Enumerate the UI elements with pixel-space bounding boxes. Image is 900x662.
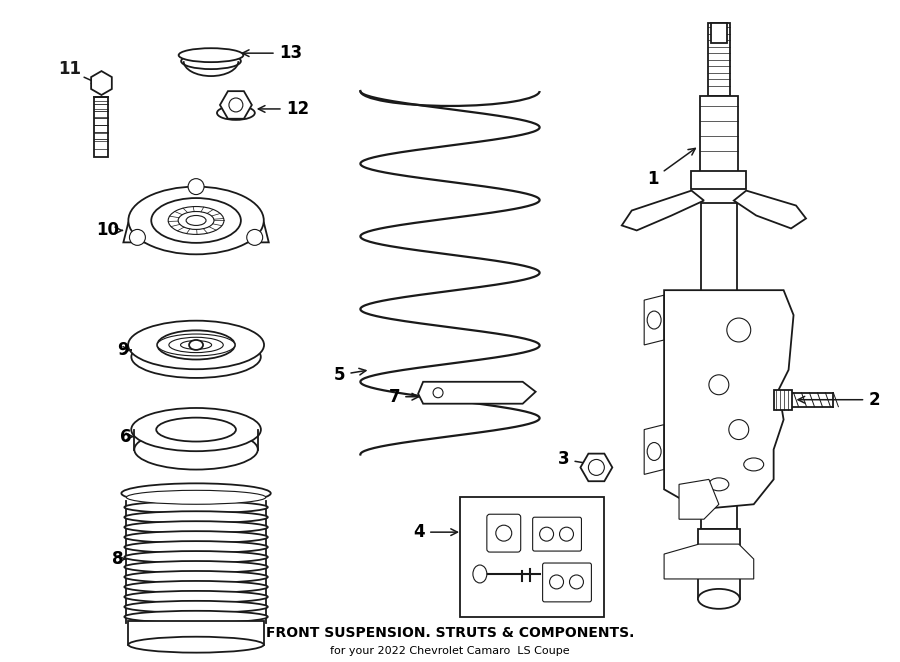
- Ellipse shape: [217, 106, 255, 120]
- Ellipse shape: [131, 408, 261, 451]
- Ellipse shape: [129, 187, 264, 254]
- Ellipse shape: [131, 336, 261, 378]
- Polygon shape: [664, 544, 753, 579]
- Ellipse shape: [124, 571, 268, 583]
- Circle shape: [570, 575, 583, 589]
- Ellipse shape: [129, 637, 264, 653]
- Circle shape: [589, 459, 604, 475]
- Circle shape: [540, 527, 554, 541]
- Ellipse shape: [709, 478, 729, 491]
- Ellipse shape: [472, 565, 487, 583]
- FancyBboxPatch shape: [487, 514, 521, 552]
- FancyBboxPatch shape: [701, 203, 737, 529]
- Ellipse shape: [126, 491, 266, 504]
- Ellipse shape: [186, 216, 206, 226]
- Ellipse shape: [158, 334, 235, 356]
- Ellipse shape: [124, 551, 268, 563]
- Circle shape: [560, 527, 573, 541]
- Ellipse shape: [743, 458, 764, 471]
- Circle shape: [433, 388, 443, 398]
- Polygon shape: [679, 479, 719, 519]
- Ellipse shape: [181, 53, 241, 69]
- Ellipse shape: [157, 418, 236, 442]
- Ellipse shape: [647, 442, 662, 461]
- Ellipse shape: [698, 589, 740, 609]
- Text: 6: 6: [120, 428, 134, 446]
- FancyBboxPatch shape: [708, 23, 730, 96]
- Ellipse shape: [124, 581, 268, 593]
- FancyBboxPatch shape: [533, 517, 581, 551]
- Ellipse shape: [124, 591, 268, 603]
- Polygon shape: [418, 382, 536, 404]
- FancyBboxPatch shape: [774, 390, 792, 410]
- Ellipse shape: [122, 483, 271, 503]
- Circle shape: [727, 318, 751, 342]
- Ellipse shape: [178, 211, 214, 230]
- Ellipse shape: [169, 338, 223, 353]
- Circle shape: [550, 575, 563, 589]
- FancyBboxPatch shape: [698, 529, 740, 599]
- Ellipse shape: [647, 311, 662, 329]
- Ellipse shape: [168, 207, 224, 234]
- Text: 13: 13: [242, 44, 302, 62]
- Polygon shape: [622, 191, 704, 230]
- Ellipse shape: [181, 340, 211, 350]
- Circle shape: [247, 230, 263, 246]
- Text: 3: 3: [558, 450, 608, 469]
- Text: 2: 2: [798, 391, 880, 408]
- Ellipse shape: [189, 340, 203, 350]
- FancyBboxPatch shape: [711, 23, 727, 43]
- Polygon shape: [644, 295, 664, 345]
- Polygon shape: [664, 290, 794, 509]
- Text: 8: 8: [112, 550, 126, 568]
- Ellipse shape: [128, 320, 264, 369]
- FancyBboxPatch shape: [700, 96, 738, 175]
- Ellipse shape: [124, 521, 268, 533]
- Text: 7: 7: [389, 388, 419, 406]
- Ellipse shape: [178, 48, 243, 62]
- Ellipse shape: [124, 501, 268, 513]
- Circle shape: [188, 179, 204, 195]
- Text: 12: 12: [258, 100, 309, 118]
- FancyBboxPatch shape: [691, 171, 746, 189]
- Circle shape: [729, 420, 749, 440]
- Ellipse shape: [134, 430, 257, 469]
- Ellipse shape: [124, 511, 268, 523]
- FancyBboxPatch shape: [129, 621, 264, 645]
- Circle shape: [709, 375, 729, 395]
- Circle shape: [229, 98, 243, 112]
- Ellipse shape: [124, 561, 268, 573]
- Polygon shape: [734, 191, 806, 228]
- FancyBboxPatch shape: [460, 497, 604, 617]
- Text: 9: 9: [117, 341, 131, 359]
- Polygon shape: [123, 222, 269, 242]
- Circle shape: [496, 525, 512, 541]
- Ellipse shape: [124, 541, 268, 553]
- FancyBboxPatch shape: [543, 563, 591, 602]
- Text: 5: 5: [334, 366, 366, 384]
- Text: 11: 11: [58, 60, 81, 78]
- Ellipse shape: [124, 601, 268, 613]
- Text: 4: 4: [413, 523, 457, 541]
- Text: 1: 1: [648, 148, 696, 187]
- Ellipse shape: [158, 330, 235, 359]
- Circle shape: [130, 230, 146, 246]
- Text: 10: 10: [96, 221, 122, 240]
- Text: for your 2022 Chevrolet Camaro  LS Coupe: for your 2022 Chevrolet Camaro LS Coupe: [330, 645, 570, 655]
- Polygon shape: [644, 424, 664, 475]
- Ellipse shape: [124, 611, 268, 623]
- Ellipse shape: [124, 531, 268, 543]
- FancyBboxPatch shape: [94, 97, 108, 157]
- Ellipse shape: [151, 198, 241, 243]
- Text: FRONT SUSPENSION. STRUTS & COMPONENTS.: FRONT SUSPENSION. STRUTS & COMPONENTS.: [266, 626, 634, 639]
